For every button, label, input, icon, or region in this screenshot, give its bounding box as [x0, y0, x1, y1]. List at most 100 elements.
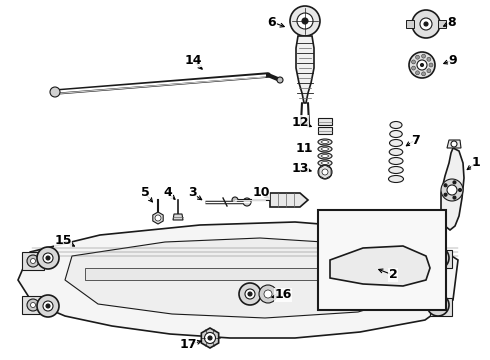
- Circle shape: [248, 292, 252, 296]
- Circle shape: [439, 305, 443, 310]
- Circle shape: [245, 289, 255, 299]
- Circle shape: [302, 18, 308, 24]
- Polygon shape: [153, 212, 163, 224]
- Circle shape: [420, 18, 432, 30]
- Circle shape: [30, 258, 35, 264]
- Circle shape: [436, 303, 440, 307]
- Text: 4: 4: [164, 186, 172, 199]
- Circle shape: [328, 258, 348, 278]
- Text: 17: 17: [179, 338, 197, 351]
- Text: 8: 8: [448, 15, 456, 28]
- Circle shape: [259, 285, 277, 303]
- Circle shape: [427, 57, 431, 61]
- Circle shape: [444, 193, 447, 196]
- Polygon shape: [65, 238, 415, 318]
- Circle shape: [204, 333, 216, 343]
- Text: 14: 14: [184, 54, 202, 67]
- Text: 11: 11: [295, 141, 313, 154]
- Circle shape: [412, 60, 416, 64]
- Polygon shape: [430, 298, 452, 316]
- Ellipse shape: [321, 162, 328, 165]
- Ellipse shape: [318, 153, 332, 159]
- Circle shape: [417, 60, 427, 70]
- Circle shape: [415, 259, 433, 277]
- Circle shape: [318, 165, 332, 179]
- Circle shape: [37, 247, 59, 269]
- Polygon shape: [438, 20, 446, 28]
- Circle shape: [46, 304, 50, 308]
- Ellipse shape: [390, 130, 402, 138]
- Circle shape: [239, 283, 261, 305]
- Ellipse shape: [390, 122, 402, 129]
- Polygon shape: [447, 140, 461, 148]
- Circle shape: [459, 189, 462, 192]
- Text: 10: 10: [252, 186, 270, 199]
- Ellipse shape: [390, 139, 402, 147]
- Text: 3: 3: [188, 186, 196, 199]
- Circle shape: [416, 71, 419, 75]
- Ellipse shape: [321, 154, 328, 158]
- Text: 16: 16: [274, 288, 292, 302]
- Circle shape: [435, 253, 447, 265]
- Bar: [318, 127, 332, 134]
- Polygon shape: [430, 250, 452, 268]
- Circle shape: [441, 179, 463, 201]
- Circle shape: [451, 141, 457, 147]
- Circle shape: [43, 253, 53, 263]
- Polygon shape: [406, 20, 414, 28]
- Circle shape: [435, 301, 447, 313]
- Circle shape: [264, 290, 272, 298]
- Circle shape: [334, 264, 342, 272]
- Circle shape: [420, 63, 423, 67]
- Polygon shape: [173, 214, 183, 220]
- Polygon shape: [270, 193, 308, 207]
- Circle shape: [421, 54, 425, 58]
- Ellipse shape: [389, 166, 403, 174]
- Circle shape: [433, 253, 443, 263]
- Text: 13: 13: [292, 162, 309, 175]
- Circle shape: [436, 256, 440, 260]
- Ellipse shape: [321, 140, 328, 144]
- Circle shape: [412, 66, 416, 70]
- Polygon shape: [22, 252, 44, 270]
- Text: 7: 7: [411, 134, 419, 147]
- Polygon shape: [18, 222, 458, 338]
- Circle shape: [37, 295, 59, 317]
- Ellipse shape: [318, 160, 332, 166]
- Circle shape: [427, 294, 449, 316]
- Circle shape: [444, 184, 447, 187]
- Polygon shape: [330, 246, 430, 286]
- Ellipse shape: [389, 175, 403, 183]
- Circle shape: [453, 196, 456, 199]
- Circle shape: [409, 52, 435, 78]
- Circle shape: [297, 13, 313, 29]
- Circle shape: [30, 302, 35, 307]
- Polygon shape: [22, 296, 44, 314]
- Circle shape: [421, 265, 427, 271]
- Polygon shape: [441, 148, 464, 230]
- Polygon shape: [201, 328, 219, 348]
- Circle shape: [277, 77, 283, 83]
- Circle shape: [43, 301, 53, 311]
- Text: 1: 1: [472, 157, 480, 170]
- Ellipse shape: [321, 148, 328, 150]
- Circle shape: [232, 197, 238, 203]
- Circle shape: [427, 247, 449, 269]
- Text: 12: 12: [291, 116, 309, 129]
- Text: 15: 15: [54, 234, 72, 247]
- Circle shape: [290, 6, 320, 36]
- Circle shape: [453, 181, 456, 184]
- Text: 9: 9: [449, 54, 457, 67]
- Text: 2: 2: [389, 269, 397, 282]
- Polygon shape: [296, 36, 314, 103]
- Ellipse shape: [389, 148, 403, 156]
- Ellipse shape: [389, 158, 403, 165]
- Polygon shape: [85, 268, 415, 280]
- Circle shape: [427, 69, 431, 73]
- Circle shape: [447, 185, 457, 195]
- Circle shape: [208, 336, 212, 340]
- Circle shape: [155, 215, 161, 221]
- Circle shape: [322, 169, 328, 175]
- Circle shape: [50, 87, 60, 97]
- Circle shape: [416, 55, 419, 59]
